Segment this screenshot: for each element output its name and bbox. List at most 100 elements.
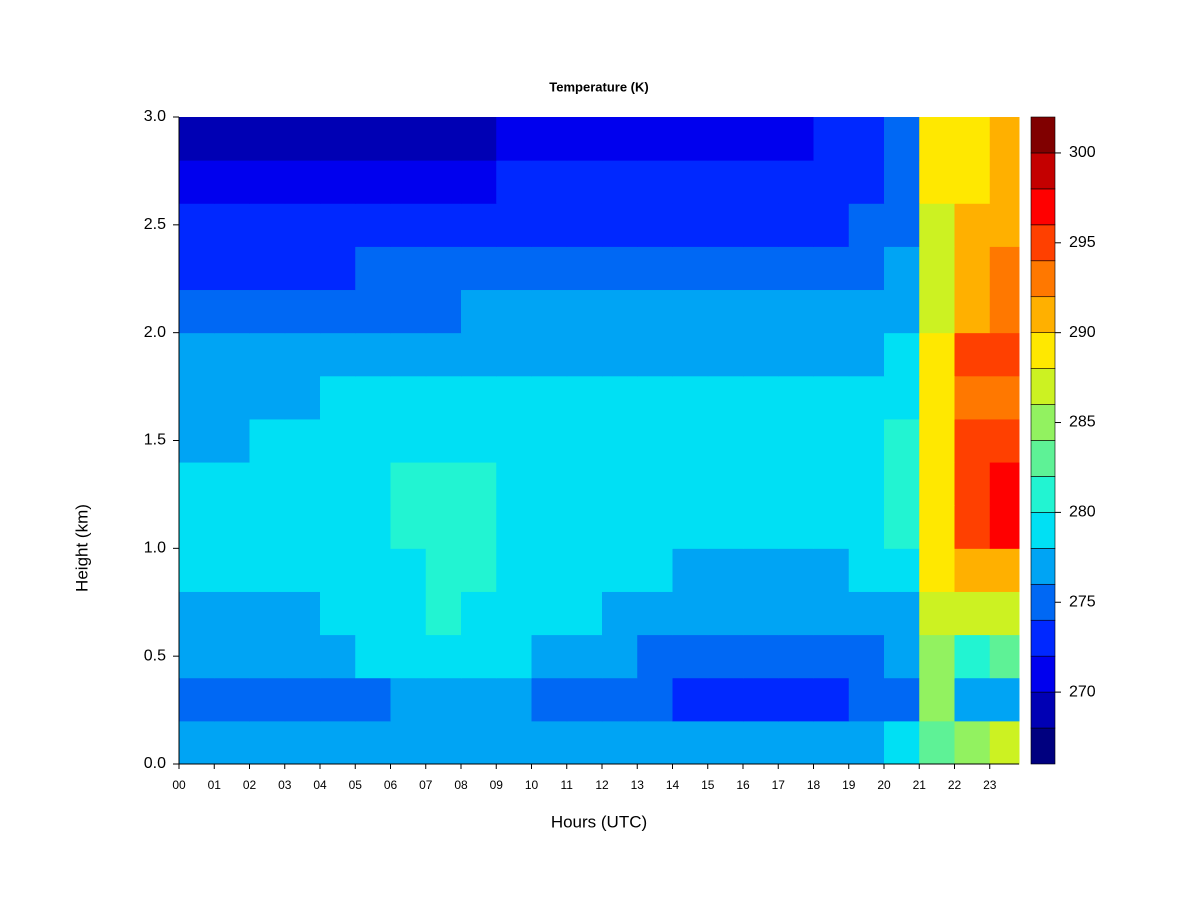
heatmap-cell	[531, 591, 568, 636]
heatmap-cell	[460, 203, 497, 247]
heatmap-cell	[848, 548, 885, 592]
heatmap-cell	[249, 505, 286, 549]
heatmap-cell	[214, 117, 250, 161]
heatmap-cell	[672, 591, 709, 636]
x-tick-label: 23	[983, 778, 997, 792]
heatmap-cell	[742, 677, 779, 722]
heatmap-cell	[496, 720, 532, 765]
heatmap-cell	[284, 505, 321, 549]
colorbar-swatch	[1030, 116, 1056, 154]
heatmap-cell	[672, 375, 709, 420]
heatmap-cell	[496, 548, 532, 592]
heatmap-cell	[425, 634, 462, 679]
x-tick-label: 09	[490, 778, 504, 792]
x-tick-label: 08	[454, 778, 468, 792]
heatmap-cell	[319, 591, 356, 636]
heatmap-cell	[672, 548, 709, 592]
heatmap-cell	[601, 677, 638, 722]
x-tick-label: 10	[525, 778, 539, 792]
heatmap-cell	[813, 375, 850, 420]
x-tick-label: 22	[948, 778, 962, 792]
heatmap-cell	[319, 289, 356, 334]
heatmap-cell	[496, 634, 532, 679]
heatmap-cell	[883, 462, 920, 506]
heatmap-cell	[531, 548, 568, 592]
heatmap-cell	[214, 289, 250, 334]
heatmap-cell	[531, 634, 568, 679]
heatmap-cell	[601, 289, 638, 334]
heatmap-cell	[496, 677, 532, 722]
heatmap-cell	[460, 289, 497, 334]
heatmap-cell	[989, 634, 1020, 679]
heatmap-cell	[249, 548, 286, 592]
heatmap-cell	[954, 548, 991, 592]
y-tick-label: 2.0	[144, 324, 166, 341]
heatmap-cell	[989, 375, 1020, 420]
heatmap-cell	[919, 677, 955, 722]
heatmap-cell	[672, 505, 709, 549]
heatmap-cell	[637, 246, 673, 291]
colorbar-swatch	[1030, 224, 1056, 262]
heatmap-cell	[919, 720, 955, 765]
heatmap-cell	[284, 375, 321, 420]
heatmap-cell	[566, 375, 603, 420]
y-tick-label: 0.5	[144, 647, 166, 664]
heatmap-cell	[284, 160, 321, 204]
heatmap-cell	[425, 418, 462, 463]
heatmap-cell	[179, 246, 215, 291]
x-tick-label: 07	[419, 778, 433, 792]
heatmap-cell	[460, 462, 497, 506]
x-tick-label: 13	[631, 778, 645, 792]
heatmap-cell	[954, 677, 991, 722]
heatmap-cell	[707, 548, 744, 592]
heatmap-cell	[284, 591, 321, 636]
heatmap-cell	[179, 375, 215, 420]
heatmap-cell	[390, 160, 427, 204]
heatmap-cell	[531, 505, 568, 549]
colorbar-swatch	[1030, 440, 1056, 477]
heatmap-cell	[460, 677, 497, 722]
heatmap-cell	[179, 418, 215, 463]
heatmap-cell	[707, 462, 744, 506]
heatmap-cell	[601, 418, 638, 463]
heatmap-cell	[848, 418, 885, 463]
heatmap-cell	[425, 332, 462, 377]
heatmap-cell	[883, 117, 920, 161]
heatmap-cell	[989, 418, 1020, 463]
heatmap-cell	[249, 246, 286, 291]
heatmap-cell	[954, 720, 991, 765]
heatmap-cell	[778, 505, 814, 549]
y-axis-label: Height (km)	[72, 504, 91, 592]
colorbar-swatch	[1030, 727, 1056, 765]
x-tick-label: 04	[313, 778, 327, 792]
heatmap-cell	[672, 462, 709, 506]
heatmap-cell	[601, 246, 638, 291]
heatmap-cell	[637, 634, 673, 679]
heatmap-cell	[496, 375, 532, 420]
heatmap-cell	[778, 634, 814, 679]
colorbar-swatch	[1030, 583, 1056, 621]
heatmap-cell	[355, 505, 391, 549]
heatmap-cell	[284, 289, 321, 334]
heatmap-cell	[179, 677, 215, 722]
heatmap-cell	[707, 418, 744, 463]
heatmap-cell	[496, 246, 532, 291]
heatmap-cell	[601, 332, 638, 377]
x-tick-label: 19	[842, 778, 856, 792]
heatmap-cell	[214, 462, 250, 506]
heatmap-cell	[778, 591, 814, 636]
heatmap-cell	[637, 418, 673, 463]
heatmap-cell	[179, 117, 215, 161]
heatmap-cell	[919, 203, 955, 247]
heatmap-cell	[355, 203, 391, 247]
heatmap-cell	[883, 375, 920, 420]
heatmap-cell	[883, 203, 920, 247]
heatmap-cell	[883, 418, 920, 463]
heatmap-cell	[390, 117, 427, 161]
heatmap-cell	[214, 548, 250, 592]
heatmap-cell	[848, 246, 885, 291]
heatmap-cell	[601, 203, 638, 247]
heatmap-cell	[883, 720, 920, 765]
heatmap-cell	[637, 677, 673, 722]
heatmap-cell	[672, 720, 709, 765]
